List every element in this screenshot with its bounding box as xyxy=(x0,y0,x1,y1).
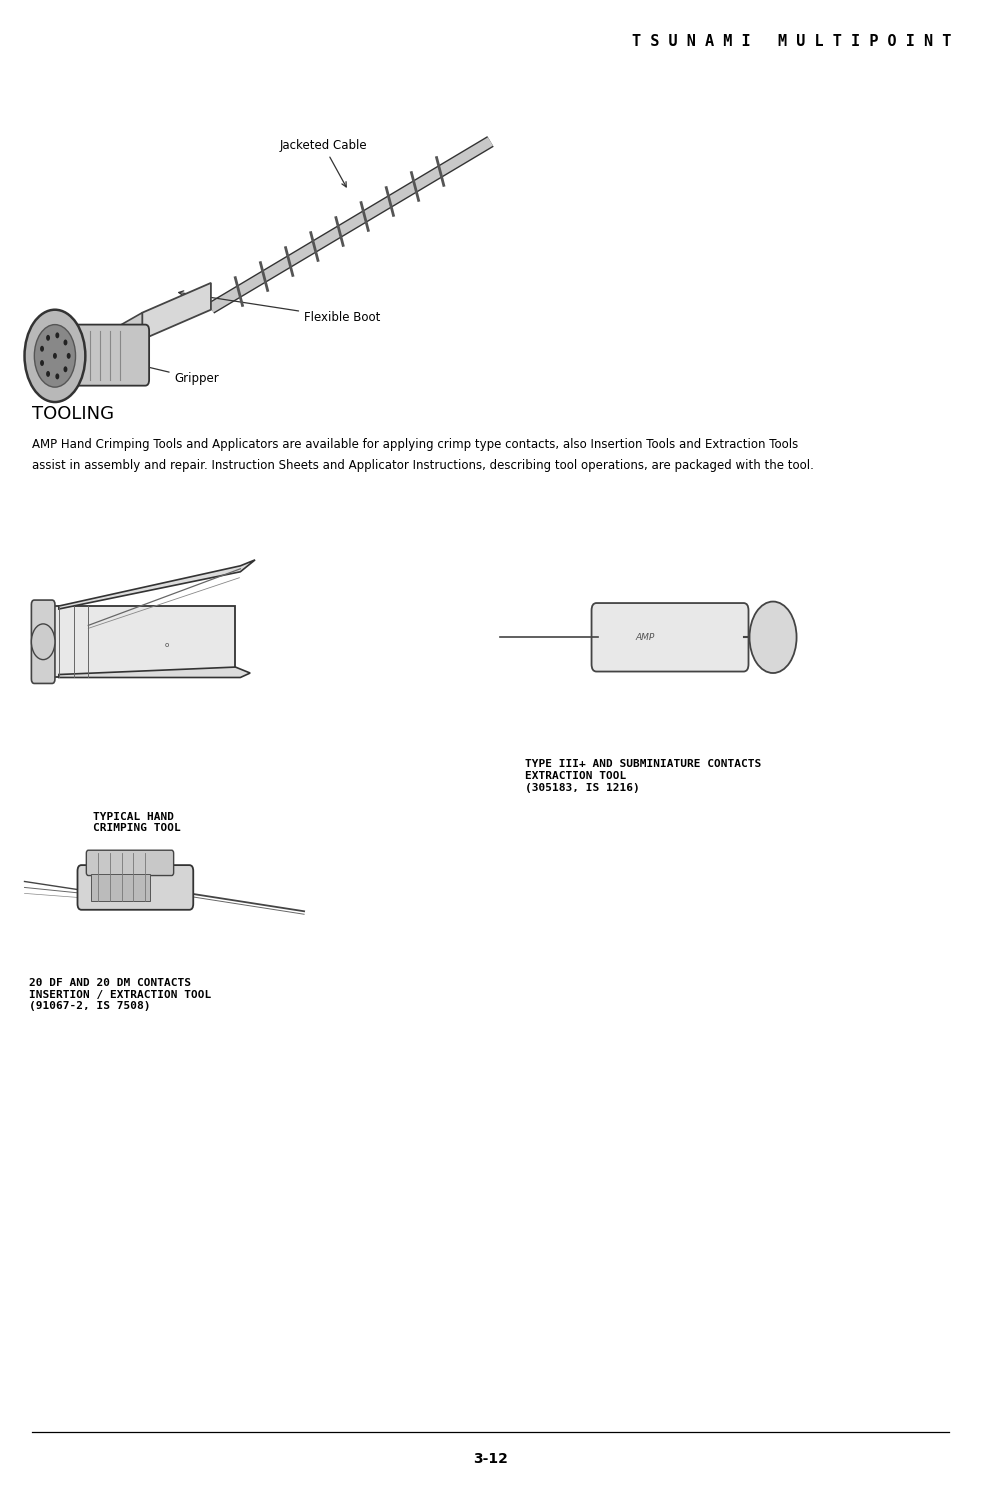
Bar xyxy=(91,874,150,901)
Circle shape xyxy=(749,602,797,673)
Text: 3-12: 3-12 xyxy=(473,1452,508,1465)
Circle shape xyxy=(64,366,68,372)
Circle shape xyxy=(46,371,50,377)
FancyBboxPatch shape xyxy=(77,865,193,910)
FancyBboxPatch shape xyxy=(592,603,749,672)
Polygon shape xyxy=(103,313,142,362)
Text: TYPICAL HAND
CRIMPING TOOL: TYPICAL HAND CRIMPING TOOL xyxy=(93,812,181,834)
Text: assist in assembly and repair. Instruction Sheets and Applicator Instructions, d: assist in assembly and repair. Instructi… xyxy=(32,459,814,472)
Text: o: o xyxy=(165,642,169,648)
Text: Jacketed Cable: Jacketed Cable xyxy=(280,138,367,188)
Circle shape xyxy=(34,325,76,387)
Text: 20 DF AND 20 DM CONTACTS
INSERTION / EXTRACTION TOOL
(91067-2, IS 7508): 20 DF AND 20 DM CONTACTS INSERTION / EXT… xyxy=(29,978,212,1011)
Circle shape xyxy=(40,345,44,351)
FancyBboxPatch shape xyxy=(63,325,149,386)
Polygon shape xyxy=(142,283,211,339)
Text: TOOLING: TOOLING xyxy=(32,405,115,423)
Text: Gripper: Gripper xyxy=(92,353,220,386)
Circle shape xyxy=(31,624,55,660)
Text: AMP: AMP xyxy=(636,633,655,642)
FancyBboxPatch shape xyxy=(31,600,55,683)
Circle shape xyxy=(46,335,50,341)
Polygon shape xyxy=(59,667,250,677)
FancyBboxPatch shape xyxy=(86,850,174,876)
Circle shape xyxy=(67,353,71,359)
Text: AMP Hand Crimping Tools and Applicators are available for applying crimp type co: AMP Hand Crimping Tools and Applicators … xyxy=(32,438,799,451)
Circle shape xyxy=(55,332,59,338)
Text: Flexible Boot: Flexible Boot xyxy=(179,290,381,325)
Bar xyxy=(39,606,235,677)
Circle shape xyxy=(25,310,85,402)
Text: TYPE III+ AND SUBMINIATURE CONTACTS
EXTRACTION TOOL
(305183, IS 1216): TYPE III+ AND SUBMINIATURE CONTACTS EXTR… xyxy=(525,759,761,792)
Circle shape xyxy=(55,374,59,380)
Text: T S U N A M I   M U L T I P O I N T: T S U N A M I M U L T I P O I N T xyxy=(632,34,952,49)
Circle shape xyxy=(64,339,68,345)
Polygon shape xyxy=(59,560,255,609)
Circle shape xyxy=(40,360,44,366)
Circle shape xyxy=(53,353,57,359)
